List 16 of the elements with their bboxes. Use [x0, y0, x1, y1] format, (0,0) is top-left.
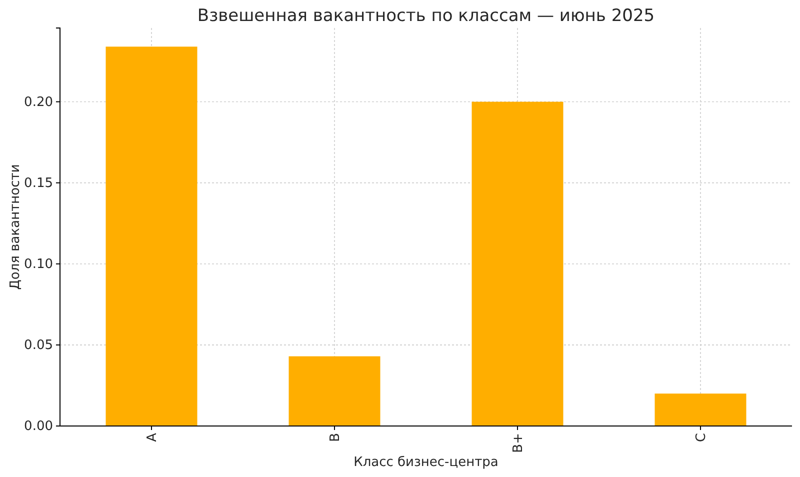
y-tick-label: 0.00: [24, 419, 53, 434]
x-tick-label: A: [145, 432, 160, 442]
x-tick-label: B+: [511, 433, 526, 453]
bar: [472, 102, 564, 426]
x-tick-label: C: [694, 433, 710, 442]
bar: [106, 46, 198, 426]
y-tick-label: 0.10: [24, 257, 53, 272]
y-tick-label: 0.15: [24, 176, 53, 191]
bar: [288, 356, 380, 426]
x-axis-title: Класс бизнес-центра: [354, 455, 498, 470]
y-tick-label: 0.05: [24, 338, 53, 354]
bar: [654, 394, 746, 426]
y-tick-label: 0.20: [24, 94, 53, 110]
chart-title: Взвешенная вакантность по классам — июнь 2025: [197, 6, 655, 26]
y-axis-title: Доля вакантности: [8, 164, 23, 290]
x-tick-label: B: [328, 433, 344, 442]
